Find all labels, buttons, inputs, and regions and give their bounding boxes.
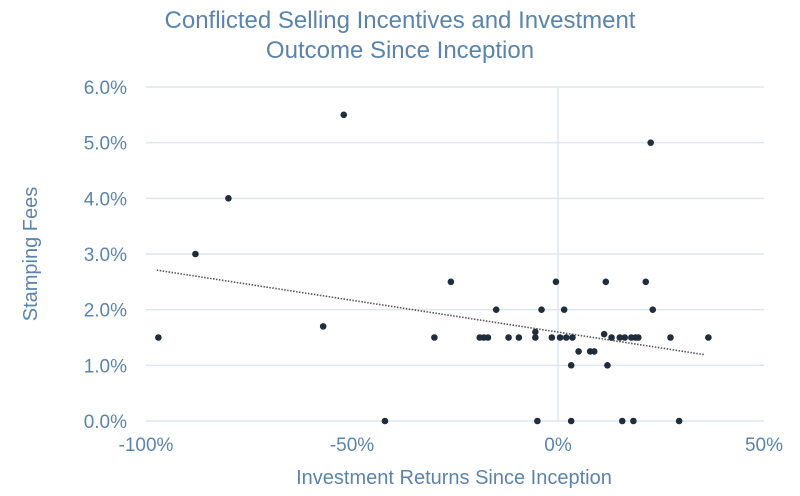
data-point	[431, 334, 438, 341]
data-point	[556, 334, 564, 341]
data-point	[340, 111, 348, 119]
chart-title: Conflicted Selling Incentives and Invest…	[0, 6, 800, 66]
x-tick-label: 50%	[745, 435, 783, 456]
data-point	[575, 348, 582, 355]
data-point	[630, 417, 637, 425]
data-point	[600, 330, 608, 338]
x-tick-labels: -100% -50% 0% 50%	[119, 435, 784, 456]
data-point	[675, 417, 683, 425]
y-tick-labels: 0.0% 1.0% 2.0% 3.0% 4.0% 5.0% 6.0%	[84, 78, 127, 433]
data-point	[602, 278, 610, 286]
data-point	[484, 334, 492, 341]
data-point	[532, 334, 539, 341]
x-tick-label: 0%	[544, 435, 572, 456]
y-axis-title: Stamping Fees	[20, 187, 42, 322]
y-tick-label: 4.0%	[84, 189, 127, 210]
y-tick-label: 5.0%	[84, 134, 127, 155]
data-point	[667, 334, 674, 341]
data-point	[534, 417, 541, 425]
data-point	[647, 139, 654, 146]
data-point	[604, 362, 611, 369]
data-point	[192, 250, 199, 258]
data-point	[562, 334, 570, 341]
y-tick-label: 6.0%	[84, 78, 127, 99]
x-axis-title: Investment Returns Since Inception	[296, 467, 612, 489]
data-points	[155, 111, 712, 425]
data-point	[590, 348, 598, 355]
x-tick-label: -100%	[119, 435, 174, 456]
data-point	[225, 195, 232, 202]
data-point	[560, 306, 568, 313]
data-point	[567, 362, 575, 369]
data-point	[569, 334, 576, 341]
gridlines	[146, 86, 764, 422]
data-point	[515, 334, 523, 341]
data-point	[705, 334, 712, 341]
data-point	[447, 278, 455, 286]
trendline	[156, 269, 706, 356]
data-point	[538, 306, 545, 313]
data-point	[552, 278, 560, 286]
y-tick-label: 1.0%	[84, 356, 127, 377]
data-point	[618, 417, 626, 425]
data-point	[616, 334, 624, 341]
data-point	[621, 334, 629, 341]
data-point	[635, 334, 642, 341]
chart-title-line-2: Outcome Since Inception	[265, 37, 535, 64]
y-tick-label: 2.0%	[84, 301, 127, 322]
data-point	[548, 334, 556, 341]
data-point	[381, 417, 389, 425]
data-point	[649, 306, 657, 313]
data-point	[492, 306, 500, 313]
data-point	[505, 334, 512, 341]
data-point	[567, 417, 575, 425]
data-point	[608, 334, 615, 341]
data-point	[532, 328, 539, 336]
x-tick-label: -50%	[330, 435, 374, 456]
chart-title-line-1: Conflicted Selling Incentives and Invest…	[164, 7, 636, 34]
y-tick-label: 0.0%	[84, 412, 127, 433]
data-point	[319, 323, 327, 330]
y-tick-label: 3.0%	[84, 245, 127, 266]
data-point	[642, 278, 650, 286]
data-point	[155, 334, 162, 341]
